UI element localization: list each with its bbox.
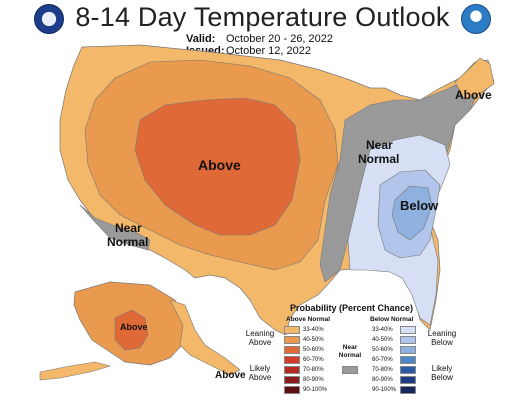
- legend-title: Probability (Percent Chance): [290, 303, 414, 313]
- legend-leaning-below-line1: Leaning: [427, 329, 457, 338]
- legend-above-row-label: 90-100%: [303, 387, 328, 393]
- legend-above-row-swatch: [284, 346, 300, 354]
- legend-above-row-label: 33-40%: [303, 327, 324, 333]
- alaska-above-50-60: [114, 309, 149, 351]
- label-near-east-2: Normal: [358, 152, 399, 166]
- legend-leaning-above-line1: Leaning: [245, 329, 275, 338]
- alaska-above-33-40: [169, 299, 241, 376]
- legend-above-row-label: 50-60%: [303, 347, 324, 353]
- label-above-northeast: Above: [455, 88, 492, 102]
- legend-below-row-swatch: [400, 356, 416, 364]
- valid-value: October 20 - 26, 2022: [226, 33, 334, 45]
- legend-above-row-label: 60-70%: [303, 357, 324, 363]
- valid-label: Valid:: [186, 33, 216, 45]
- legend-above-row-swatch: [284, 376, 300, 384]
- below-50-60: [391, 185, 433, 241]
- legend-near-line1: Near: [342, 344, 358, 351]
- noaa-logo-icon: [461, 4, 491, 34]
- conus-above-50-60: [134, 97, 301, 236]
- issued-value: October 12, 2022: [226, 45, 312, 57]
- legend-leaning-above: Leaning Above: [240, 329, 280, 347]
- northeast-above: [454, 57, 495, 101]
- legend-likely-above: Likely Above: [240, 364, 280, 382]
- page-title: 8-14 Day Temperature Outlook: [75, 2, 450, 32]
- legend-below-row-swatch: [400, 376, 416, 384]
- label-near-west-1: Near: [115, 221, 142, 235]
- legend-near-normal-label: Near Normal: [332, 344, 368, 360]
- label-above-center: Above: [198, 157, 241, 173]
- legend-near-normal-swatch: [342, 366, 358, 374]
- near-normal-west: [79, 204, 151, 251]
- legend-below-row-label: 60-70%: [372, 357, 393, 363]
- legend-above-row-label: 80-90%: [303, 377, 324, 383]
- legend-below-row-swatch: [400, 386, 416, 394]
- legend-near-line2: Normal: [338, 352, 362, 359]
- agency-seal-icon: [34, 4, 64, 34]
- label-near-west-2: Normal: [107, 235, 148, 249]
- legend-below-row-swatch: [400, 366, 416, 374]
- legend-below-row-swatch: [400, 336, 416, 344]
- legend-below-row-swatch: [400, 346, 416, 354]
- legend-below-row-label: 70-80%: [372, 367, 393, 373]
- legend-below-header: Below Normal: [370, 316, 414, 323]
- label-above-aleutians: Above: [215, 370, 246, 381]
- legend-leaning-below-line2: Below: [431, 338, 453, 347]
- legend-below-row-label: 40-50%: [372, 337, 393, 343]
- legend-above-header: Above Normal: [286, 316, 331, 323]
- label-near-east-1: Near: [366, 138, 393, 152]
- legend-below-row-label: 33-40%: [372, 327, 393, 333]
- legend-likely-above-line2: Above: [248, 373, 272, 382]
- legend-likely-above-line1: Likely: [249, 364, 271, 373]
- legend-above-row-swatch: [284, 386, 300, 394]
- legend-likely-below-line1: Likely: [431, 364, 453, 373]
- legend-above-row-swatch: [284, 326, 300, 334]
- legend-above-row-label: 70-80%: [303, 367, 324, 373]
- legend-below-row-swatch: [400, 326, 416, 334]
- legend-below-row-label: 50-60%: [372, 347, 393, 353]
- legend-leaning-above-line2: Above: [248, 338, 272, 347]
- label-above-alaska: Above: [120, 322, 148, 332]
- legend-below-row-label: 80-90%: [372, 377, 393, 383]
- legend-likely-below-line2: Below: [431, 373, 453, 382]
- legend-above-row-label: 40-50%: [303, 337, 324, 343]
- legend-likely-below: Likely Below: [422, 364, 462, 382]
- aleutians: [39, 361, 112, 381]
- label-below-southeast: Below: [400, 198, 439, 213]
- legend-leaning-below: Leaning Below: [422, 329, 462, 347]
- legend-above-row-swatch: [284, 366, 300, 374]
- legend-below-row-label: 90-100%: [372, 387, 397, 393]
- legend-above-row-swatch: [284, 356, 300, 364]
- legend-above-row-swatch: [284, 336, 300, 344]
